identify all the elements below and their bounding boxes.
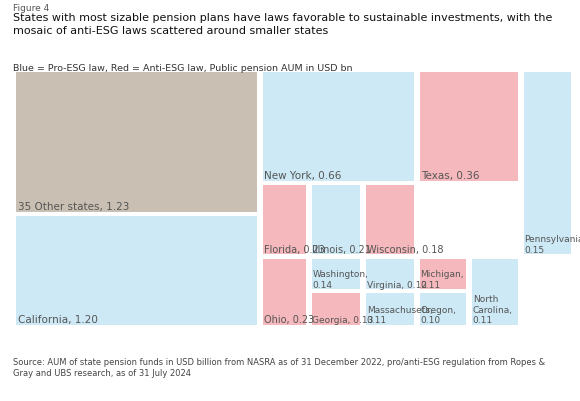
Bar	[364, 292, 415, 326]
Bar	[14, 215, 258, 326]
Text: Georgia, 0.13: Georgia, 0.13	[312, 315, 374, 324]
Bar	[364, 257, 415, 290]
Bar	[418, 257, 467, 290]
Text: States with most sizable pension plans have laws favorable to sustainable invest: States with most sizable pension plans h…	[13, 13, 552, 36]
Bar	[470, 257, 519, 326]
Bar	[261, 71, 415, 182]
Bar	[418, 292, 467, 326]
Bar	[310, 257, 361, 290]
Text: Michigan,
0.11: Michigan, 0.11	[420, 269, 464, 289]
Bar	[14, 71, 258, 213]
Text: Figure 4: Figure 4	[13, 4, 49, 13]
Text: Washington,
0.14: Washington, 0.14	[312, 269, 368, 289]
Text: Massachusets,
0.11: Massachusets, 0.11	[367, 305, 433, 324]
Text: Virginia, 0.12: Virginia, 0.12	[367, 280, 427, 289]
Text: Pennsylvania,
0.15: Pennsylvania, 0.15	[524, 235, 580, 254]
Text: North
Carolina,
0.11: North Carolina, 0.11	[473, 294, 513, 324]
Bar	[418, 71, 519, 182]
Text: Source: AUM of state pension funds in USD billion from NASRA as of 31 December 2: Source: AUM of state pension funds in US…	[13, 357, 545, 377]
Bar	[310, 292, 361, 326]
Text: Wisconsin, 0.18: Wisconsin, 0.18	[367, 244, 443, 254]
Text: Oregon,
0.10: Oregon, 0.10	[420, 305, 456, 324]
Text: Texas, 0.36: Texas, 0.36	[421, 171, 480, 181]
Text: New York, 0.66: New York, 0.66	[264, 171, 342, 181]
Bar	[261, 184, 307, 255]
Text: Blue = Pro-ESG law, Red = Anti-ESG law, Public pension AUM in USD bn: Blue = Pro-ESG law, Red = Anti-ESG law, …	[13, 63, 352, 72]
Text: 35 Other states, 1.23: 35 Other states, 1.23	[19, 201, 130, 211]
Text: Illinois, 0.21: Illinois, 0.21	[312, 244, 371, 254]
Text: Florida, 0.23: Florida, 0.23	[264, 244, 325, 254]
Text: Ohio, 0.23: Ohio, 0.23	[264, 314, 314, 324]
Bar	[261, 257, 307, 326]
Bar	[522, 71, 572, 255]
Text: California, 1.20: California, 1.20	[19, 314, 98, 324]
Bar	[310, 184, 361, 255]
Bar	[364, 184, 415, 255]
